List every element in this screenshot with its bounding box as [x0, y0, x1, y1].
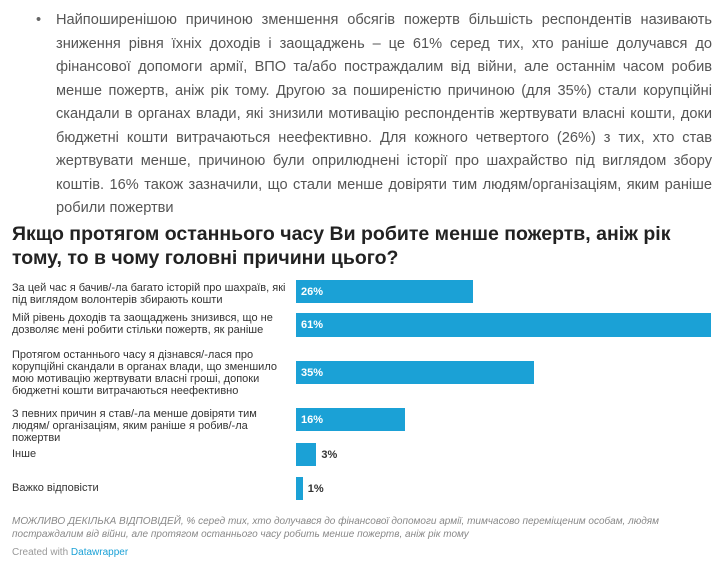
credit-prefix: Created with — [12, 547, 69, 558]
bar — [296, 313, 711, 337]
value-label: 61% — [301, 319, 324, 331]
bullet-icon: • — [36, 12, 42, 28]
category-label: Важко відповісти — [12, 482, 99, 494]
intro-list: • Найпоширенішою причиною зменшення обся… — [36, 9, 712, 221]
bar — [296, 443, 317, 466]
intro-paragraph: • Найпоширенішою причиною зменшення обся… — [36, 9, 712, 221]
category-label: Протягом останнього часу я дізнався/-лас… — [12, 349, 277, 397]
chart-title: Якщо протягом останнього часу Ви робите … — [12, 223, 671, 269]
value-label: 35% — [301, 366, 324, 379]
chart-credit: Created with Datawrapper — [12, 547, 128, 558]
category-label: За цей час я бачив/-ла багато історій пр… — [12, 282, 286, 306]
category-label: Інше — [12, 448, 37, 460]
value-label: 1% — [307, 482, 324, 495]
datawrapper-link[interactable]: Datawrapper — [70, 547, 129, 558]
intro-text: Найпоширенішою причиною зменшення обсягі… — [56, 12, 712, 216]
bar — [296, 477, 303, 500]
chart-notes: МОЖЛИВО ДЕКІЛЬКА ВІДПОВІДЕЙ, % серед тих… — [12, 516, 659, 540]
value-label: 16% — [301, 413, 324, 426]
bar — [296, 280, 473, 303]
bar — [296, 408, 405, 431]
value-label: 26% — [301, 285, 324, 298]
value-label: 3% — [321, 448, 338, 461]
bar — [296, 361, 535, 384]
category-label: З певних причин я став/-ла менше довірят… — [12, 408, 257, 444]
category-label: Мій рівень доходів та заощаджень знизивс… — [12, 312, 273, 336]
